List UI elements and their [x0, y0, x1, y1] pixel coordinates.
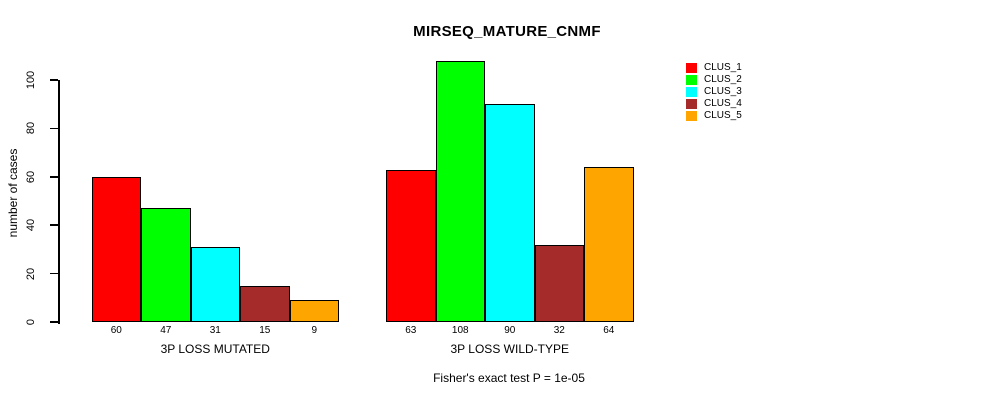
- bar-clus_3: [485, 104, 535, 322]
- legend-swatch-clus_4: [686, 99, 697, 109]
- legend-label: CLUS_2: [704, 74, 742, 85]
- legend-swatch-clus_1: [686, 63, 697, 73]
- bar-value-label: 47: [160, 325, 172, 336]
- y-tick-label: 20: [25, 267, 37, 280]
- bar-value-label: 15: [259, 325, 271, 336]
- bar-value-label: 64: [603, 325, 615, 336]
- bar-clus_2: [435, 60, 485, 322]
- y-tick-label: 100: [25, 70, 37, 90]
- bar-value-label: 63: [405, 325, 417, 336]
- bar-clus_3: [190, 246, 240, 322]
- bar-clus_5: [584, 167, 634, 322]
- y-tick-mark: [50, 176, 58, 178]
- y-tick-mark: [50, 272, 58, 275]
- y-tick-mark: [50, 224, 58, 226]
- legend-swatch-clus_2: [686, 75, 697, 85]
- y-axis-label: number of cases: [6, 148, 20, 238]
- legend-label: CLUS_1: [704, 62, 742, 73]
- y-tick-mark: [50, 79, 58, 81]
- bar-clus_2: [141, 208, 191, 322]
- legend-swatch-clus_3: [686, 87, 697, 97]
- bar-clus_1: [386, 169, 436, 322]
- y-tick-label: 60: [25, 170, 37, 183]
- bar-value-label: 90: [504, 325, 516, 336]
- y-tick-mark: [50, 127, 58, 130]
- legend-row: CLUS_3: [686, 86, 742, 98]
- y-tick-label: 40: [25, 219, 37, 232]
- fisher-test-annotation: Fisher's exact test P = 1e-05: [433, 371, 585, 385]
- legend-label: CLUS_4: [704, 98, 742, 109]
- bar-clus_4: [240, 285, 290, 322]
- legend-row: CLUS_4: [686, 98, 742, 110]
- bar-value-label: 32: [553, 325, 565, 336]
- legend-swatch-clus_5: [686, 111, 697, 121]
- y-axis-line: [58, 80, 60, 324]
- bar-value-label: 9: [311, 325, 318, 336]
- bar-clus_4: [534, 244, 584, 322]
- bar-clus_1: [91, 176, 141, 322]
- legend-row: CLUS_1: [686, 62, 742, 74]
- y-tick-label: 80: [25, 122, 37, 135]
- legend-label: CLUS_3: [704, 86, 742, 97]
- legend-label: CLUS_5: [704, 110, 742, 121]
- bar-clus_5: [289, 300, 339, 322]
- group-label: 3P LOSS MUTATED: [160, 342, 270, 356]
- legend: CLUS_1 CLUS_2 CLUS_3 CLUS_4 CLUS_5: [686, 62, 742, 122]
- bar-value-label: 31: [209, 325, 221, 336]
- legend-row: CLUS_5: [686, 110, 742, 122]
- chart-title: MIRSEQ_MATURE_CNMF: [413, 23, 601, 40]
- group-label: 3P LOSS WILD-TYPE: [450, 342, 569, 356]
- y-tick-mark: [50, 321, 58, 323]
- bar-value-label: 60: [110, 325, 122, 336]
- y-tick-label: 0: [25, 318, 37, 326]
- legend-row: CLUS_2: [686, 74, 742, 86]
- bar-value-label: 108: [451, 325, 469, 336]
